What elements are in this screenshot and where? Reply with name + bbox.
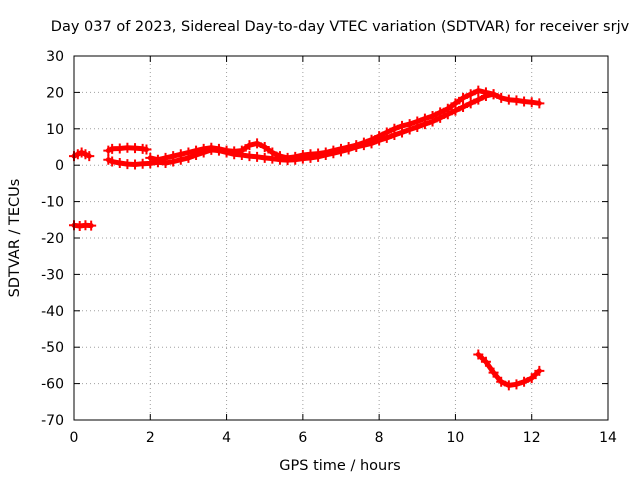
data-point [450, 98, 461, 109]
series-4 [145, 85, 499, 165]
chart-title: Day 037 of 2023, Sidereal Day-to-day VTE… [51, 19, 630, 35]
data-point [358, 137, 369, 148]
y-axis-label: SDTVAR / TECUs [7, 179, 23, 298]
data-point [168, 151, 179, 162]
data-point [534, 365, 545, 376]
y-tick-label: -40 [41, 304, 64, 320]
data-point [366, 134, 377, 145]
data-point [526, 373, 537, 384]
x-tick-label: 12 [523, 430, 541, 446]
data-point [252, 138, 263, 149]
data-point [458, 92, 469, 103]
data-point [473, 349, 484, 360]
data-point [336, 143, 346, 154]
data-point [145, 152, 156, 163]
data-point [152, 154, 163, 165]
y-tick-label: -60 [41, 377, 64, 393]
x-axis-label: GPS time / hours [279, 458, 400, 474]
y-tick-label: 10 [46, 122, 64, 138]
data-point [465, 98, 476, 109]
series-0 [69, 147, 95, 162]
data-point [511, 379, 522, 390]
data-point [496, 376, 507, 387]
data-point [191, 145, 202, 156]
data-point [274, 151, 285, 162]
data-point [511, 95, 522, 106]
data-point [175, 149, 186, 160]
y-tick-label: -70 [41, 413, 64, 429]
data-point [328, 145, 339, 156]
data-point [519, 376, 530, 387]
data-point [236, 145, 247, 156]
y-tick-label: 30 [46, 49, 64, 65]
data-point [282, 152, 293, 163]
data-point [435, 107, 446, 118]
y-tick-label: -20 [41, 231, 64, 247]
data-point [480, 356, 491, 367]
data-point [351, 140, 362, 151]
data-point [84, 151, 95, 162]
data-point [206, 142, 217, 153]
data-point [381, 127, 392, 138]
data-point [252, 151, 263, 162]
data-point [107, 156, 118, 167]
data-point [473, 85, 484, 96]
data-point [259, 142, 270, 152]
data-point [488, 89, 499, 100]
data-point [442, 103, 453, 114]
data-point [389, 123, 400, 134]
y-tick-label: -10 [41, 195, 64, 211]
data-point [374, 131, 385, 142]
data-point [343, 142, 354, 152]
grid-lines [74, 56, 608, 420]
data-point [244, 140, 255, 151]
data-point [480, 87, 491, 98]
data-point [267, 147, 278, 158]
data-point [412, 116, 423, 127]
data-point [114, 158, 125, 169]
series-2 [103, 142, 152, 156]
y-tick-label: 20 [46, 85, 64, 101]
data-point [397, 120, 408, 131]
series-1 [69, 220, 97, 231]
data-point [213, 143, 224, 154]
data-point [488, 367, 499, 378]
y-tick-label: -50 [41, 340, 64, 356]
x-tick-label: 0 [70, 430, 79, 446]
data-series [69, 85, 545, 391]
data-point [160, 152, 171, 163]
data-point [427, 111, 438, 122]
data-point [313, 148, 324, 159]
data-point [473, 94, 484, 105]
data-point [183, 147, 194, 158]
data-point [534, 98, 545, 109]
y-tick-label: 0 [55, 158, 64, 174]
data-point [404, 119, 415, 130]
series-5 [473, 349, 545, 391]
data-point [86, 220, 97, 231]
data-point [526, 97, 537, 108]
data-point [419, 113, 430, 124]
x-tick-label: 10 [447, 430, 465, 446]
data-point [458, 101, 469, 112]
x-tick-label: 6 [298, 430, 307, 446]
data-point [503, 380, 514, 391]
data-point [290, 151, 301, 162]
x-tick-label: 4 [222, 430, 231, 446]
x-tick-label: 14 [599, 430, 617, 446]
data-point [198, 143, 209, 154]
x-tick-label: 2 [146, 430, 155, 446]
x-tick-label: 8 [375, 430, 384, 446]
data-point [141, 144, 152, 155]
axis-ticks: 0 2 4 6 8 10 12 14 -70 -60 -50 -40 -30 -20 -10 0 10 20 30 [41, 49, 617, 446]
y-tick-label: -30 [41, 267, 64, 283]
data-point [320, 147, 331, 158]
data-point [465, 89, 476, 100]
data-point [496, 92, 507, 103]
